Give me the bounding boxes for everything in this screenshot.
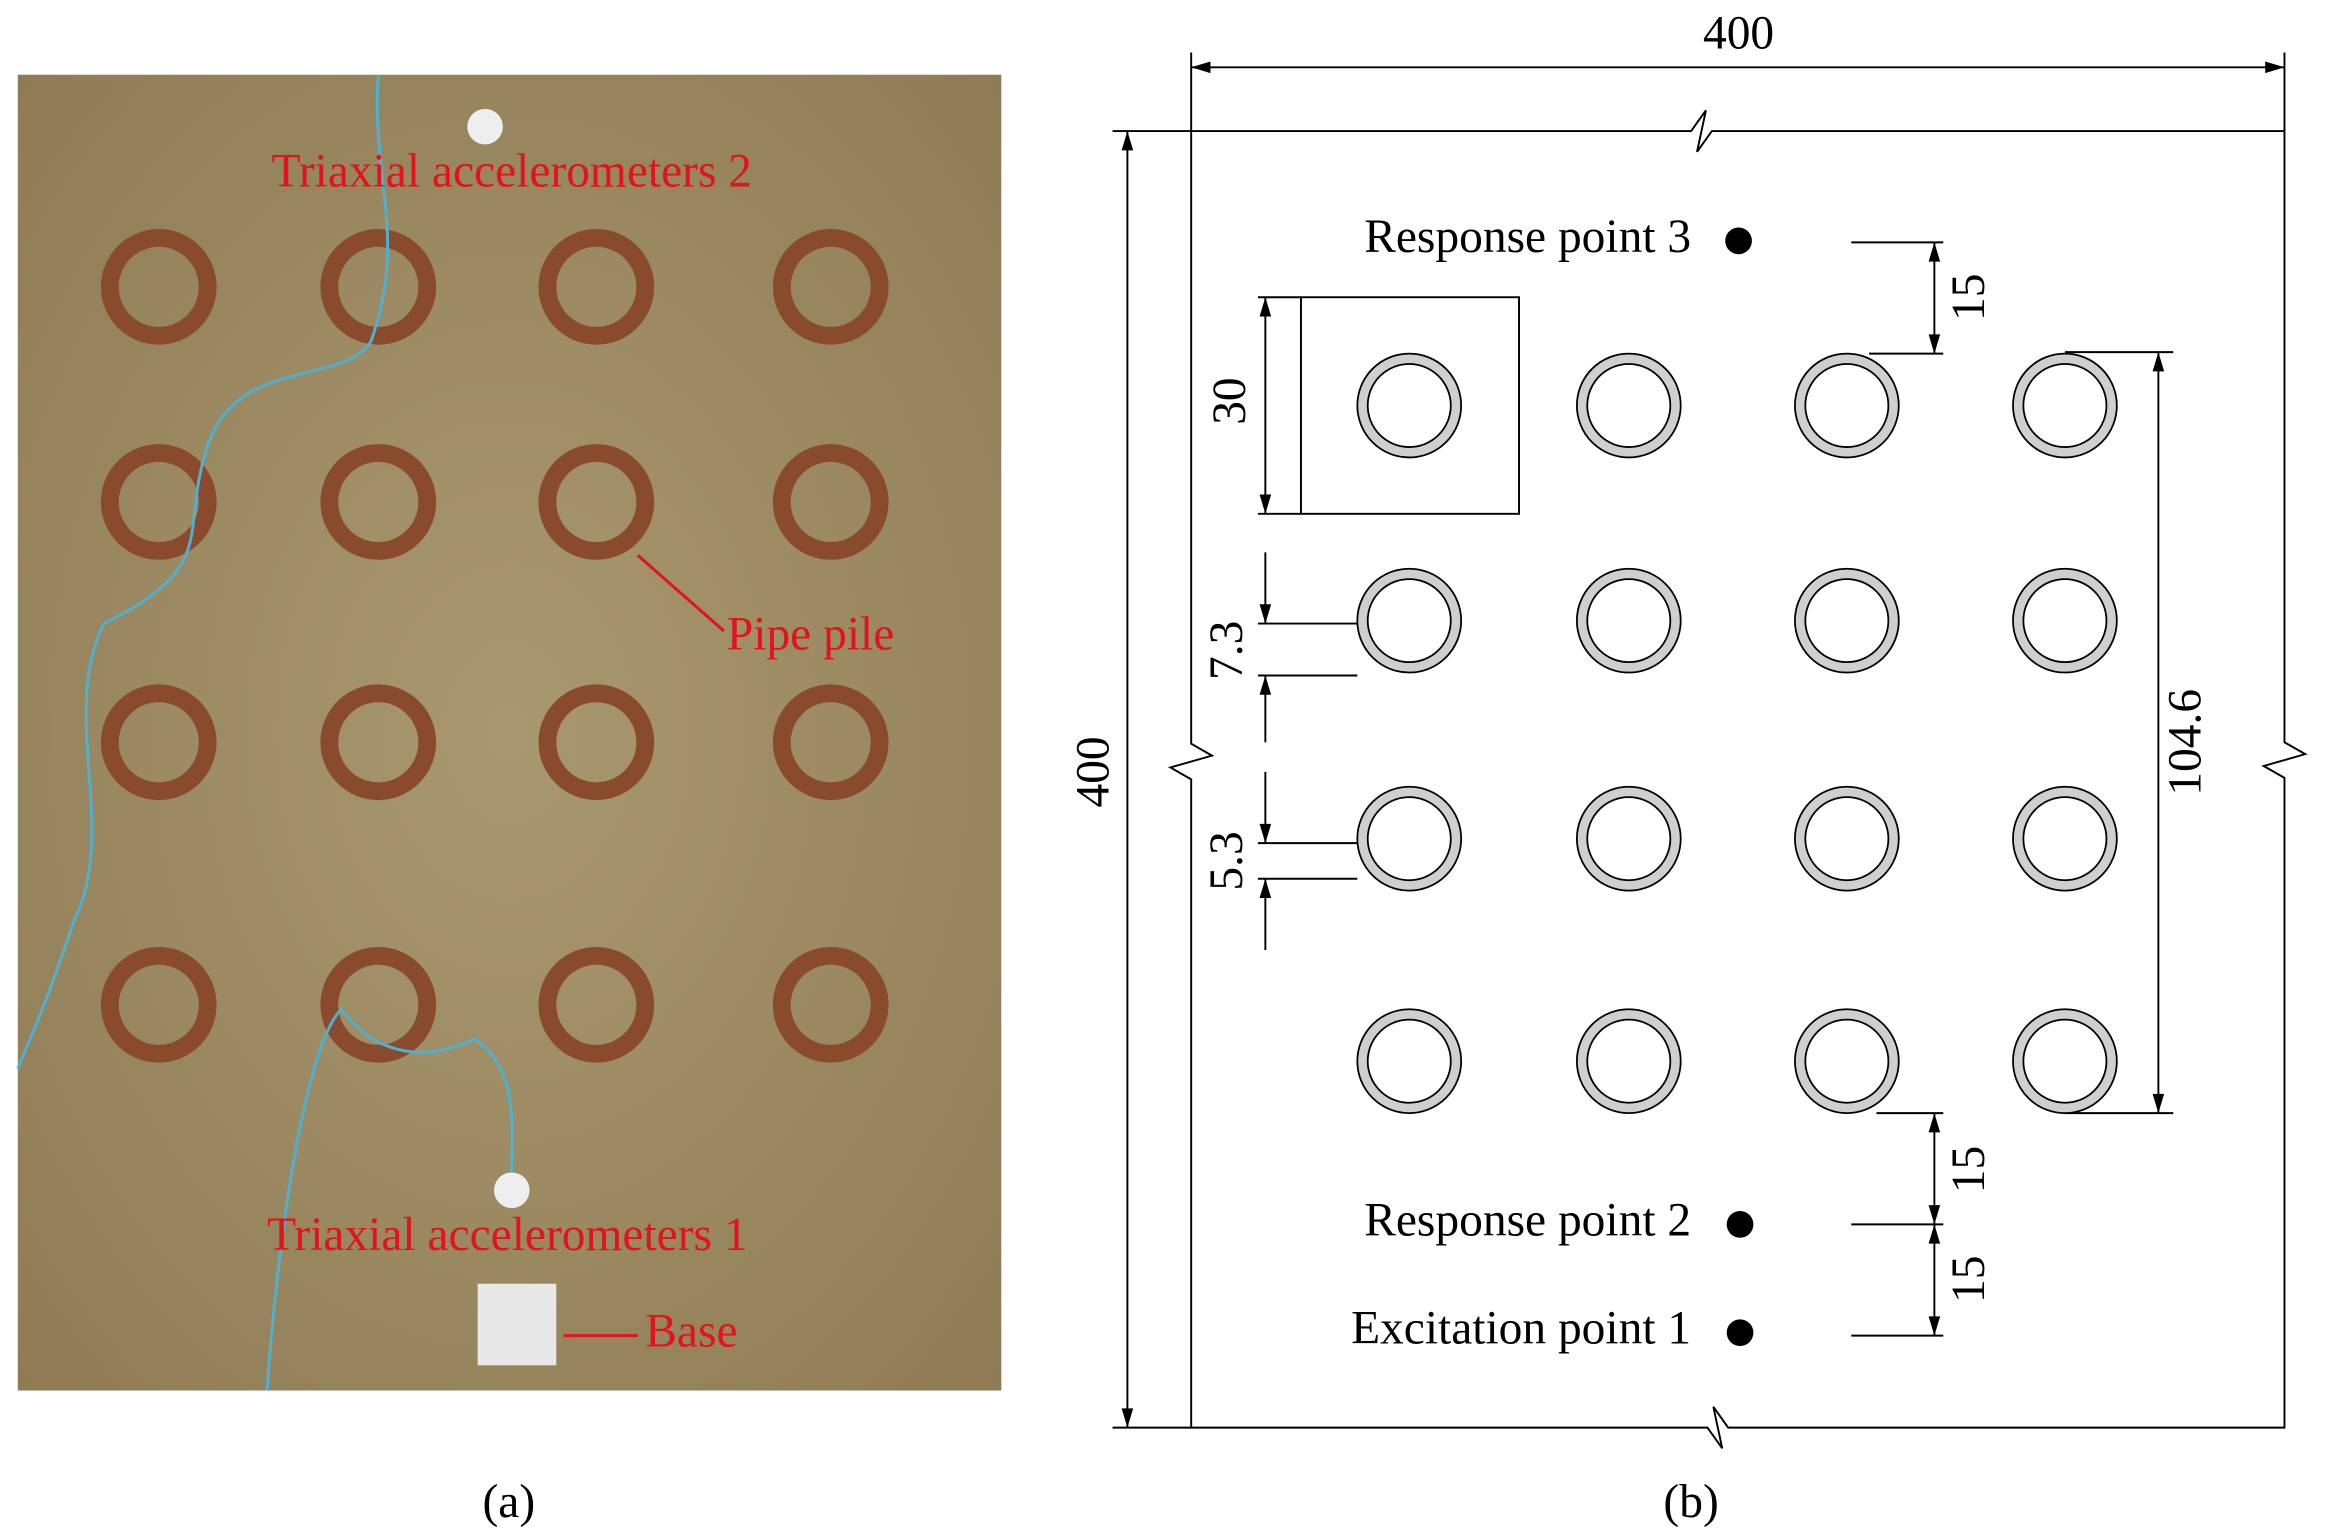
pile-outline [2022,363,2108,448]
photo-label: Triaxial accelerometers 2 [272,145,753,197]
photo: Triaxial accelerometers 2 Pipe pile Tria… [16,74,1002,1391]
pile-outline [1575,567,1682,674]
pipe-pile [1576,786,1681,891]
pipe-pile [1357,786,1462,891]
pile-outline [1366,363,1452,448]
pipe-pile [2012,568,2117,673]
pile-outline [1586,1018,1672,1104]
pile-outline [1804,578,1890,664]
caption: (b) [1663,1476,1718,1528]
pile-outline [1575,785,1682,892]
pile-outline [1804,796,1890,882]
caption: (a) [482,1476,535,1528]
pipe-pile-photo [538,229,655,345]
pile-outline [1356,567,1463,674]
pile-outline [1356,352,1463,459]
pipe-pile-photo [320,684,437,801]
pile-outline [1794,567,1900,674]
pipe-pile [1794,786,1899,891]
pipe-pile [1357,353,1462,458]
pipe-pile [1576,568,1681,673]
pipe-pile-photo [538,444,655,560]
pipe-pile-photo [772,684,889,801]
drawing: 400 400 30 15 104.6 7.3 5.3 15 15 Respon… [1068,8,2308,1449]
pile-outline [1575,1008,1682,1115]
dimension-label: 30 [1204,377,1256,424]
pipe-pile-photo [772,229,889,345]
pile-outline [1575,352,1682,459]
pile-outline [1794,785,1900,892]
point-label: Response point 3 [1364,211,1691,263]
pipe-pile [2012,353,2117,458]
dimension-label: 400 [1703,8,1774,60]
pipe-pile [2012,1009,2117,1114]
pile-outline [2012,352,2118,459]
pipe-pile-photo [320,229,437,345]
pipe-pile [1794,568,1899,673]
pile-outline [1586,578,1672,664]
pile-outline [1366,1018,1452,1104]
pipe-pile-photo [772,946,889,1063]
pile-outline [2022,578,2108,664]
pile-outline [2012,567,2118,674]
dimension-label: 7.3 [1201,621,1253,680]
pile-outline [1804,363,1890,448]
pile-outline [2012,1008,2118,1115]
pile-outline [1356,785,1463,892]
dimension-label: 5.3 [1201,831,1253,890]
pile-outline [1586,796,1672,882]
pipe-pile [1794,353,1899,458]
dimension-label: 15 [1943,1256,1995,1303]
pipe-pile [2012,786,2117,891]
pile-outline [2012,785,2118,892]
pipe-pile [1576,1009,1681,1114]
pipe-pile-photo [100,444,217,560]
photo-label: Triaxial accelerometers 1 [267,1209,748,1261]
dimension-label: 104.6 [2159,689,2211,796]
pile-outline [1794,1008,1900,1115]
pipe-pile-photo [100,684,217,801]
pile-outline [1804,1018,1890,1104]
pipe-pile-photo [538,684,655,801]
pipe-pile-photo [320,444,437,560]
pile-outline [1356,1008,1463,1115]
photo-label: Pipe pile [727,608,894,660]
point-label: Excitation point 1 [1351,1303,1691,1355]
dimension-label: 400 [1068,736,1120,807]
pipe-pile [1794,1009,1899,1114]
pile-outline [1586,363,1672,448]
pile-outline [1366,578,1452,664]
photo-label: Base [645,1306,737,1358]
point-label: Response point 2 [1364,1194,1691,1246]
pipe-pile [1576,353,1681,458]
pipe-pile-photo [100,229,217,345]
pipe-pile-photo [320,946,437,1063]
pile-outline [1366,796,1452,882]
dimension-label: 15 [1943,1146,1995,1193]
pile-outline [2022,796,2108,882]
pipe-pile [1357,568,1462,673]
pile-outline [1794,352,1900,459]
pile-outline [2022,1018,2108,1104]
pipe-pile [1357,1009,1462,1114]
pipe-pile-photo [538,946,655,1063]
dimension-label: 15 [1943,274,1995,321]
pipe-pile-photo [100,946,217,1063]
pipe-pile-photo [772,444,889,560]
